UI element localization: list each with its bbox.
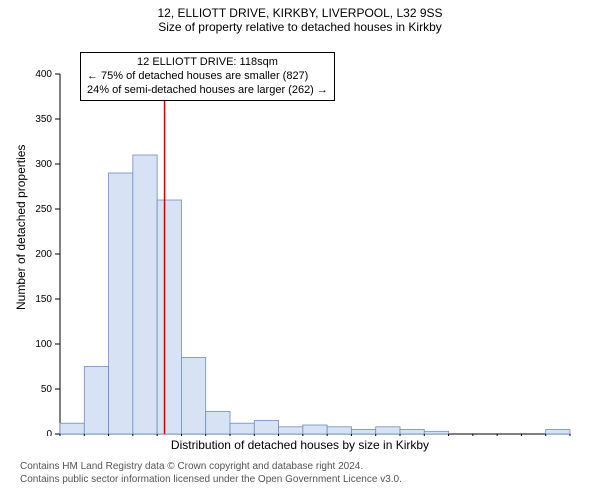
histogram-bar bbox=[376, 427, 400, 434]
page-title: 12, ELLIOTT DRIVE, KIRKBY, LIVERPOOL, L3… bbox=[0, 6, 600, 20]
attrib-line: Contains public sector information licen… bbox=[20, 473, 580, 486]
y-axis-label: Number of detached properties bbox=[14, 145, 28, 310]
page-subtitle: Size of property relative to detached ho… bbox=[0, 20, 600, 34]
histogram-bar bbox=[327, 427, 351, 434]
annotation-box: 12 ELLIOTT DRIVE: 118sqm ← 75% of detach… bbox=[80, 52, 335, 101]
histogram-bar bbox=[424, 431, 448, 434]
svg-text:0: 0 bbox=[46, 429, 52, 436]
svg-text:400: 400 bbox=[35, 69, 52, 80]
svg-text:250: 250 bbox=[35, 204, 52, 215]
histogram-bar bbox=[279, 427, 303, 434]
annotation-line: 24% of semi-detached houses are larger (… bbox=[87, 84, 328, 98]
attrib-line: Contains HM Land Registry data © Crown c… bbox=[20, 460, 580, 473]
histogram-bar bbox=[351, 430, 375, 435]
histogram-bar bbox=[303, 425, 327, 434]
histogram-bar bbox=[181, 358, 205, 435]
svg-text:100: 100 bbox=[35, 339, 52, 350]
histogram-bar bbox=[109, 173, 133, 434]
histogram-bar bbox=[400, 430, 424, 435]
attribution: Contains HM Land Registry data © Crown c… bbox=[20, 460, 580, 486]
histogram-bar bbox=[133, 155, 157, 434]
x-axis-label: Distribution of detached houses by size … bbox=[0, 438, 600, 452]
histogram-bar bbox=[546, 430, 570, 435]
histogram-bar bbox=[157, 200, 181, 434]
histogram-bar bbox=[206, 412, 230, 435]
histogram-bar bbox=[254, 421, 278, 435]
histogram-bar bbox=[84, 367, 108, 435]
svg-text:200: 200 bbox=[35, 249, 52, 260]
svg-text:150: 150 bbox=[35, 294, 52, 305]
svg-text:50: 50 bbox=[41, 384, 53, 395]
svg-text:300: 300 bbox=[35, 159, 52, 170]
histogram-bar bbox=[230, 423, 254, 434]
svg-text:350: 350 bbox=[35, 114, 52, 125]
annotation-line: 12 ELLIOTT DRIVE: 118sqm bbox=[87, 56, 328, 70]
histogram-bar bbox=[60, 423, 84, 434]
annotation-line: ← 75% of detached houses are smaller (82… bbox=[87, 70, 328, 84]
